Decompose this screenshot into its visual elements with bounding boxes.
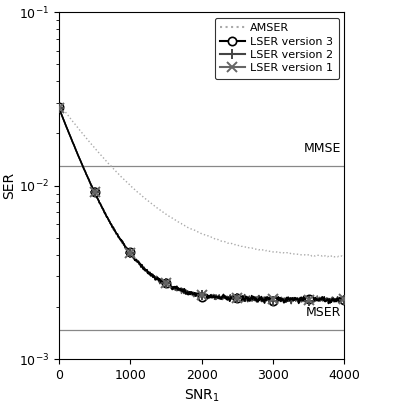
Legend: AMSER, LSER version 3, LSER version 2, LSER version 1: AMSER, LSER version 3, LSER version 2, L… — [215, 18, 339, 79]
Text: MMSE: MMSE — [304, 142, 341, 155]
Y-axis label: SER: SER — [2, 172, 16, 199]
X-axis label: SNR$_1$: SNR$_1$ — [184, 387, 220, 404]
Text: MSER: MSER — [305, 306, 341, 319]
